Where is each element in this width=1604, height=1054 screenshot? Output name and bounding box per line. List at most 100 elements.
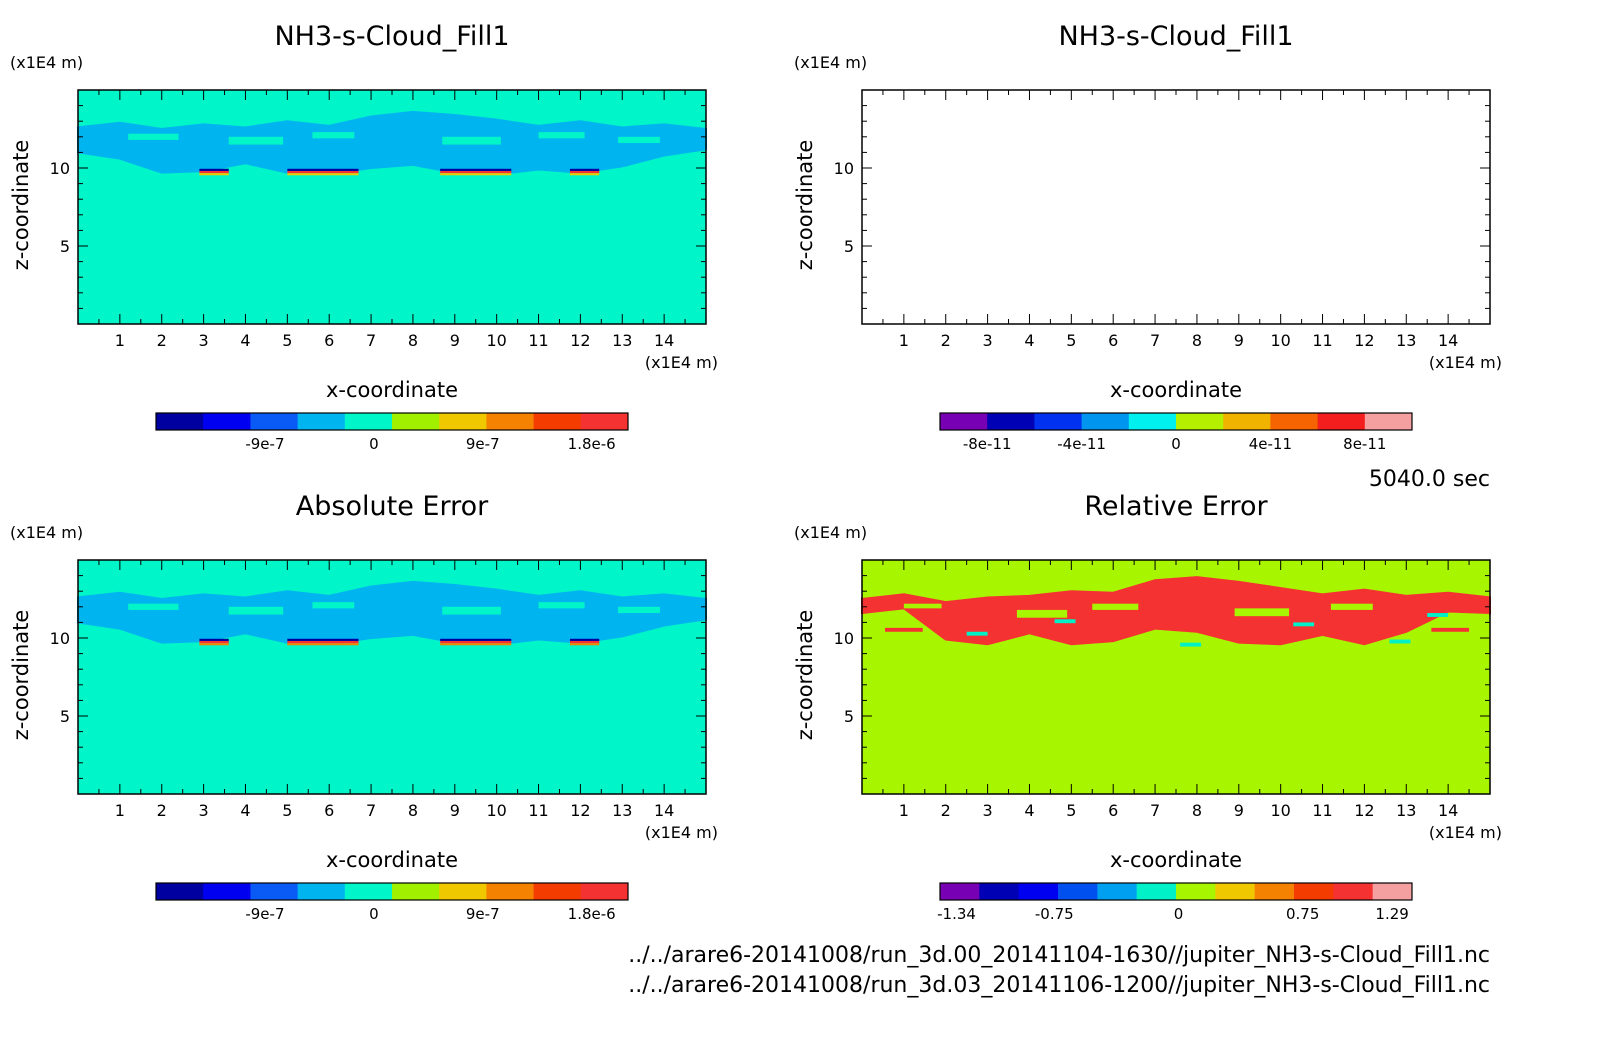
x-tick-label: 3: [983, 331, 993, 350]
cloud-blob: [287, 170, 359, 174]
colorbar-label: -9e-7: [245, 435, 284, 453]
colorbar-label: 1.8e-6: [568, 905, 616, 923]
cloud-gap: [618, 606, 660, 614]
x-tick-label: 13: [612, 801, 632, 820]
x-tick-label: 6: [1108, 801, 1118, 820]
x-tick-label: 9: [1234, 331, 1244, 350]
cloud-blob: [199, 173, 229, 176]
x-tick-label: 1: [115, 801, 125, 820]
panel-title: NH3-s-Cloud_Fill1: [1058, 21, 1293, 52]
panel-title: Relative Error: [1084, 491, 1268, 522]
cloud-blob: [440, 643, 512, 646]
error-gap: [1234, 608, 1290, 617]
error-spot: [885, 627, 923, 632]
file-path: ../../arare6-20141008/run_3d.00_20141104…: [628, 943, 1490, 968]
colorbar-segment: [1176, 883, 1216, 900]
cloud-blob: [569, 640, 600, 644]
cloud-blob: [440, 638, 512, 641]
colorbar-segment: [580, 883, 629, 900]
x-tick-label: 9: [1234, 801, 1244, 820]
error-spot: [1431, 627, 1470, 632]
cloud-gap: [228, 606, 284, 615]
cloud-gap: [128, 133, 179, 140]
x-tick-label: 4: [240, 801, 250, 820]
y-tick-label: 10: [50, 629, 70, 648]
x-tick-label: 1: [899, 801, 909, 820]
x-tick-label: 6: [324, 331, 334, 350]
x-tick-label: 1: [115, 331, 125, 350]
x-tick-label: 6: [324, 801, 334, 820]
x-tick-label: 11: [528, 801, 548, 820]
colorbar-segment: [1223, 413, 1271, 430]
colorbar-label: -1.34: [937, 905, 976, 923]
colorbar-segment: [250, 883, 299, 900]
cloud-blob: [199, 168, 229, 171]
y-axis-label: z-coordinate: [793, 610, 817, 741]
x-tick-label: 13: [612, 331, 632, 350]
cloud-blob: [287, 173, 359, 176]
colorbar-label: 8e-11: [1343, 435, 1386, 453]
error-spot: [1293, 622, 1315, 627]
cloud-blob: [287, 643, 359, 646]
x-tick-label: 13: [1396, 331, 1416, 350]
cloud-gap: [312, 602, 355, 609]
cloud-blob: [569, 645, 600, 648]
cloud-blob: [440, 640, 512, 644]
cloud-blob: [199, 175, 229, 178]
colorbar-frame: [155, 882, 629, 901]
x-tick-label: 10: [1270, 331, 1290, 350]
x-tick-label: 4: [240, 331, 250, 350]
colorbar-frame: [155, 412, 629, 431]
x-tick-label: 8: [1192, 801, 1202, 820]
cloud-blob: [440, 645, 512, 648]
x-tick-label: 14: [654, 801, 674, 820]
x-tick-label: 3: [199, 331, 209, 350]
x-tick-label: 8: [408, 331, 418, 350]
cloud-blob: [440, 168, 512, 171]
error-spot: [1180, 642, 1202, 647]
cloud-gap: [538, 132, 585, 139]
colorbar-segment: [156, 413, 204, 430]
cloud-blob: [199, 170, 229, 174]
colorbar-segment: [1034, 413, 1083, 430]
cloud-gap: [228, 136, 284, 145]
x-tick-label: 9: [450, 801, 460, 820]
cloud-blob: [287, 645, 359, 648]
x-tick-label: 12: [570, 801, 590, 820]
cloud-blob: [569, 175, 600, 178]
colorbar-segment: [156, 883, 204, 900]
x-unit-label: (x1E4 m): [1429, 823, 1502, 842]
colorbar-segment: [203, 413, 251, 430]
cloud-blob: [440, 170, 512, 174]
x-tick-label: 12: [1354, 331, 1374, 350]
colorbar-frame: [939, 882, 1413, 901]
colorbar-label: -8e-11: [963, 435, 1012, 453]
colorbar-segment: [1270, 413, 1319, 430]
panel-2: NH3-s-Cloud_Fill1(x1E4 m)1 2 3 4 5 6 7 8 9 10 11 12…: [793, 21, 1502, 453]
y-unit-label: (x1E4 m): [10, 53, 83, 72]
colorbar-segment: [1317, 413, 1366, 430]
colorbar-segment: [486, 883, 535, 900]
x-tick-label: 4: [1024, 801, 1034, 820]
x-tick-label: 8: [408, 801, 418, 820]
colorbar-segment: [1364, 413, 1413, 430]
colorbar-segment: [580, 413, 629, 430]
x-tick-label: 5: [282, 801, 292, 820]
cloud-blob: [569, 170, 600, 174]
colorbar-segment: [1058, 883, 1098, 900]
colorbar-segment: [439, 413, 487, 430]
x-tick-label: 14: [654, 331, 674, 350]
y-axis-label: z-coordinate: [9, 140, 33, 271]
colorbar-segment: [940, 413, 988, 430]
cloud-blob: [569, 173, 600, 176]
x-tick-label: 5: [282, 331, 292, 350]
error-gap: [1330, 603, 1373, 610]
x-tick-label: 2: [157, 801, 167, 820]
x-tick-label: 12: [1354, 801, 1374, 820]
x-tick-label: 7: [366, 331, 376, 350]
colorbar-segment: [940, 883, 980, 900]
x-tick-label: 6: [1108, 331, 1118, 350]
x-tick-label: 11: [1312, 331, 1332, 350]
error-spot: [1054, 619, 1076, 624]
colorbar-label: 1.8e-6: [568, 435, 616, 453]
